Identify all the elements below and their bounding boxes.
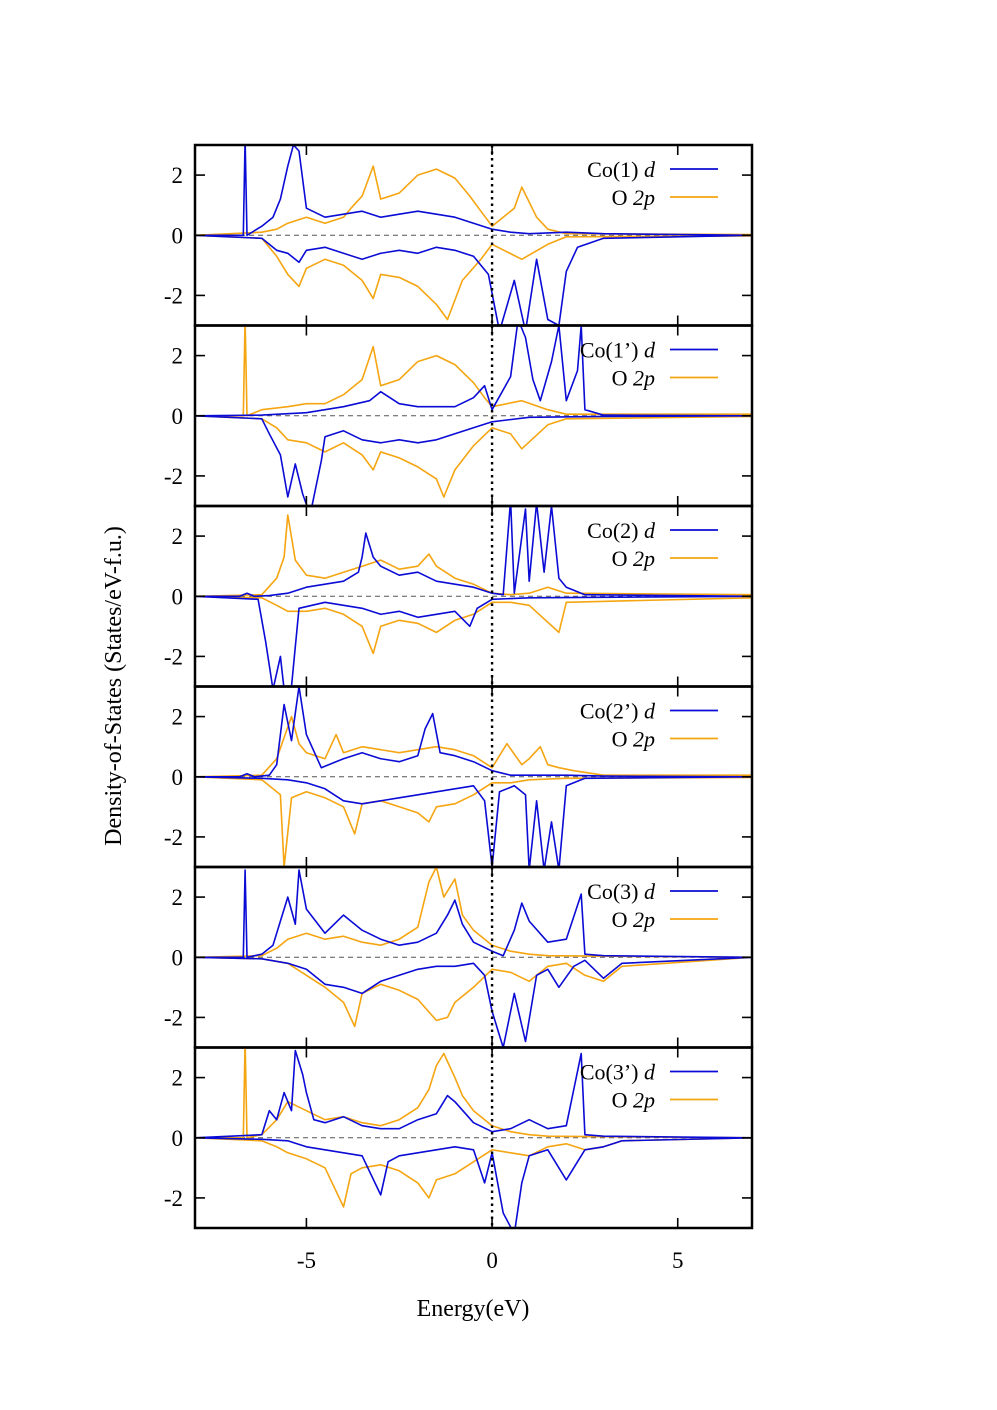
y-tick-label: 2 [172, 705, 184, 730]
legend-label: O 2p [612, 366, 655, 391]
series-o-up [195, 165, 752, 237]
x-tick-label: -5 [297, 1248, 316, 1273]
series-co-up [195, 869, 752, 959]
y-tick-label: -2 [164, 644, 183, 669]
panel-2: 20-2Co(1’) dO 2p [164, 324, 754, 508]
legend-label: Co(2) d [587, 518, 656, 543]
series-co-down [195, 776, 752, 867]
series-o-up [195, 867, 752, 959]
legend-prefix: Co(2’) [580, 699, 644, 724]
series-co-down [195, 1137, 752, 1228]
series-o-down [195, 595, 752, 655]
y-tick-label: 0 [172, 765, 184, 790]
y-tick-label: -2 [164, 1005, 183, 1030]
y-tick-label: -2 [164, 283, 183, 308]
series-co-down [195, 234, 752, 326]
legend-prefix: Co(1’) [580, 338, 644, 363]
legend-label: Co(1) d [587, 157, 656, 182]
panel-5: 20-2Co(3) dO 2p [164, 865, 754, 1049]
legend-prefix: Co(2) [587, 518, 644, 543]
y-tick-label: 2 [172, 1066, 184, 1091]
series-o-up [195, 514, 752, 598]
series-co-up [195, 686, 752, 778]
legend-label: Co(1’) d [580, 338, 656, 363]
y-tick-label: -2 [164, 464, 183, 489]
y-axis-title: Density-of-States (States/eV-f.u.) [101, 526, 127, 846]
x-axis-title: Energy(eV) [417, 1296, 530, 1322]
legend-prefix: O [612, 1088, 633, 1113]
legend-label: O 2p [612, 907, 655, 932]
legend-prefix: Co(3) [587, 879, 644, 904]
series-co-down [195, 595, 752, 687]
panel-3: 20-2Co(2) dO 2p [164, 504, 754, 688]
legend-prefix: O [612, 907, 633, 932]
legend-prefix: O [612, 546, 633, 571]
legend-label: O 2p [612, 185, 655, 210]
legend-orbital: d [644, 699, 656, 724]
y-tick-label: 0 [172, 945, 184, 970]
y-tick-label: 2 [172, 885, 184, 910]
series-co-up [195, 145, 752, 237]
y-tick-label: 0 [172, 1126, 184, 1151]
legend-label: Co(3) d [587, 879, 656, 904]
y-tick-label: 0 [172, 223, 184, 248]
x-tick-label: 0 [486, 1248, 498, 1273]
y-tick-label: 2 [172, 344, 184, 369]
legend-prefix: O [612, 185, 633, 210]
panel-4: 20-2Co(2’) dO 2p [164, 685, 754, 869]
legend-prefix: Co(3’) [580, 1060, 644, 1085]
legend-prefix: Co(1) [587, 157, 644, 182]
y-tick-label: 0 [172, 404, 184, 429]
y-tick-label: -2 [164, 1186, 183, 1211]
y-tick-label: 2 [172, 163, 184, 188]
series-o-down [195, 415, 752, 498]
legend-orbital: d [644, 157, 656, 182]
panel-6: 20-2Co(3’) dO 2p [164, 1046, 754, 1230]
series-co-up [195, 1049, 752, 1139]
legend-prefix: O [612, 366, 633, 391]
series-co-up [195, 506, 752, 598]
legend-label: O 2p [612, 727, 655, 752]
legend-orbital: 2p [633, 546, 655, 571]
legend-orbital: 2p [633, 1088, 655, 1113]
legend-orbital: d [644, 518, 656, 543]
legend-label: Co(3’) d [580, 1060, 656, 1085]
legend-orbital: 2p [633, 366, 655, 391]
series-co-up [195, 325, 752, 417]
series-o-down [195, 234, 752, 321]
y-tick-label: 2 [172, 524, 184, 549]
y-tick-label: -2 [164, 825, 183, 850]
series-o-down [195, 776, 752, 867]
legend-label: Co(2’) d [580, 699, 656, 724]
legend-orbital: d [644, 338, 656, 363]
legend-label: O 2p [612, 546, 655, 571]
y-tick-label: 0 [172, 584, 184, 609]
series-o-down [195, 1137, 752, 1208]
series-co-down [195, 414, 752, 506]
legend-orbital: 2p [633, 907, 655, 932]
series-co-down [195, 956, 752, 1048]
panel-1: 20-2Co(1) dO 2p [164, 143, 754, 327]
series-o-down [195, 956, 752, 1028]
legend-orbital: d [644, 879, 656, 904]
legend-prefix: O [612, 727, 633, 752]
legend-orbital: d [644, 1060, 656, 1085]
x-tick-label: 5 [672, 1248, 684, 1273]
legend-orbital: 2p [633, 185, 655, 210]
legend-label: O 2p [612, 1088, 655, 1113]
legend-orbital: 2p [633, 727, 655, 752]
series-o-up [195, 325, 752, 417]
